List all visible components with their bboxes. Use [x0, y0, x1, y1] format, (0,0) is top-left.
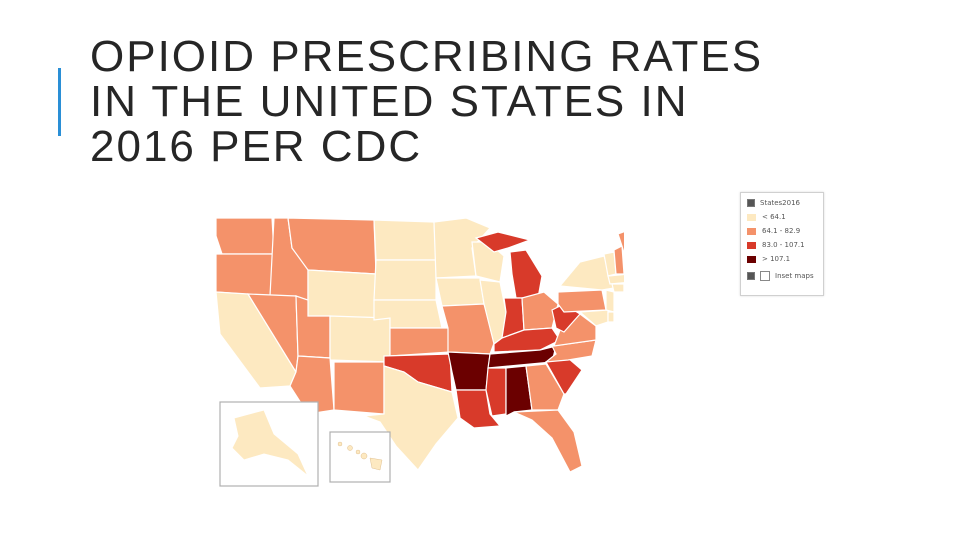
state-pennsylvania[interactable]	[557, 289, 607, 313]
inset-layer-checkbox[interactable]	[747, 272, 755, 280]
map-legend: States2016 < 64.1 64.1 - 82.9 83.0 - 107…	[740, 192, 824, 296]
legend-label-3: 83.0 - 107.1	[762, 241, 805, 249]
state-new-jersey[interactable]	[605, 289, 615, 313]
hawaii-inset-frame	[329, 431, 391, 483]
state-connecticut[interactable]	[611, 283, 624, 293]
legend-layer-name: States2016	[760, 199, 800, 207]
state-iowa[interactable]	[435, 277, 485, 307]
state-alaska[interactable]	[231, 409, 309, 477]
legend-layer-row[interactable]: States2016	[747, 199, 800, 207]
legend-swatch-3	[747, 241, 756, 249]
legend-item-1: < 64.1	[747, 213, 786, 221]
state-kansas[interactable]	[389, 327, 451, 357]
state-michigan-upper[interactable]	[474, 231, 533, 253]
title-line-3: 2016 PER CDC	[90, 122, 423, 171]
state-new-mexico[interactable]	[333, 361, 385, 415]
state-hawaii[interactable]	[337, 441, 383, 471]
state-massachusetts[interactable]	[607, 273, 624, 285]
title-accent-bar	[58, 68, 61, 136]
legend-item-2: 64.1 - 82.9	[747, 227, 800, 235]
state-michigan-lower[interactable]	[509, 249, 543, 299]
state-maine[interactable]	[617, 228, 624, 266]
inset-maps-label: Inset maps	[775, 272, 814, 280]
state-delaware[interactable]	[607, 311, 615, 323]
legend-label-1: < 64.1	[762, 213, 786, 221]
state-kentucky[interactable]	[493, 327, 561, 353]
inset-maps-checkbox[interactable]	[760, 271, 770, 281]
state-oregon[interactable]	[215, 253, 275, 297]
legend-inset-row[interactable]: Inset maps	[747, 271, 814, 281]
state-north-dakota[interactable]	[373, 219, 437, 261]
state-colorado[interactable]	[329, 315, 391, 363]
state-new-hampshire[interactable]	[613, 245, 624, 275]
state-texas[interactable]	[363, 365, 459, 471]
state-south-dakota[interactable]	[373, 259, 437, 301]
state-tennessee[interactable]	[487, 345, 557, 369]
state-washington[interactable]	[215, 217, 275, 255]
legend-label-4: > 107.1	[762, 255, 791, 263]
legend-swatch-2	[747, 227, 756, 235]
title-line-2: IN THE UNITED STATES IN	[90, 77, 689, 126]
legend-item-3: 83.0 - 107.1	[747, 241, 805, 249]
state-wyoming[interactable]	[307, 269, 377, 321]
legend-swatch-1	[747, 213, 756, 221]
slide-title: OPIOID PRESCRIBING RATES IN THE UNITED S…	[90, 34, 763, 169]
layer-checkbox[interactable]	[747, 199, 755, 207]
map-svg	[215, 217, 624, 487]
title-line-1: OPIOID PRESCRIBING RATES	[90, 32, 764, 81]
state-mississippi[interactable]	[485, 367, 507, 417]
state-arkansas[interactable]	[447, 351, 491, 391]
us-choropleth-map	[204, 204, 624, 494]
legend-swatch-4	[747, 255, 756, 263]
state-georgia[interactable]	[525, 363, 565, 411]
legend-item-4: > 107.1	[747, 255, 790, 263]
state-florida[interactable]	[513, 409, 583, 473]
legend-label-2: 64.1 - 82.9	[762, 227, 801, 235]
